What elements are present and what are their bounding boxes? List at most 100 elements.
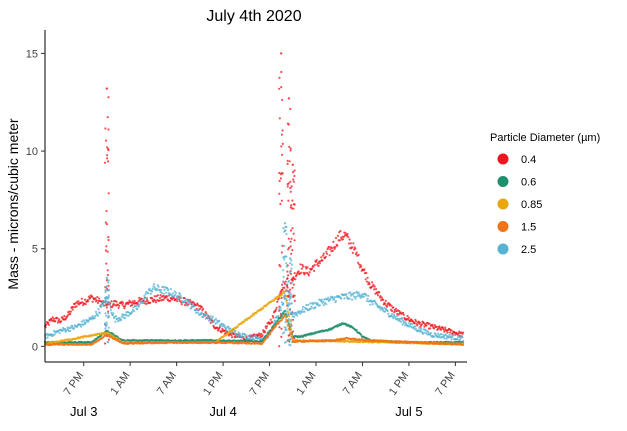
data-point — [242, 335, 245, 339]
data-point — [260, 332, 263, 336]
spike-point — [107, 238, 110, 242]
data-point — [314, 306, 317, 309]
spike-point — [278, 117, 281, 120]
data-point — [82, 319, 85, 322]
data-point — [100, 305, 103, 308]
spike-point — [105, 286, 108, 289]
data-point — [296, 314, 299, 317]
data-point — [58, 318, 61, 321]
series-2.5 — [43, 222, 465, 347]
data-point — [391, 309, 394, 313]
data-point — [169, 299, 172, 302]
data-point — [176, 300, 179, 303]
spike-point — [107, 310, 110, 313]
data-point — [349, 291, 352, 294]
data-point — [94, 310, 98, 313]
data-point — [409, 324, 412, 327]
spike-point — [283, 331, 286, 334]
data-point — [340, 297, 343, 300]
data-point — [418, 321, 421, 324]
spike-point — [279, 177, 282, 180]
data-point — [356, 261, 360, 264]
data-point — [227, 325, 230, 328]
spike-point — [292, 171, 295, 174]
data-point — [193, 305, 196, 308]
spike-point — [289, 262, 292, 265]
spike-point — [291, 318, 295, 321]
data-point — [285, 301, 289, 304]
data-point — [425, 324, 428, 327]
axes-layer: 0 5 10 15 7 PM 1 AM 7 AM 1 PM 7 PM 1 AM 7 AM 1 PM 7 … — [26, 30, 467, 419]
data-point — [223, 324, 226, 327]
spike-point — [280, 251, 283, 254]
data-point — [114, 320, 117, 323]
data-point — [263, 331, 267, 334]
data-point — [353, 295, 356, 298]
data-point — [372, 283, 375, 286]
data-point — [286, 307, 289, 310]
data-point — [413, 322, 416, 325]
data-point — [50, 317, 53, 320]
data-point — [374, 287, 378, 291]
data-point — [178, 292, 181, 295]
data-point — [211, 315, 214, 318]
data-point — [142, 301, 145, 304]
data-point — [215, 322, 218, 325]
spike-point — [287, 182, 290, 185]
data-point — [462, 343, 465, 346]
data-point — [322, 300, 325, 303]
spike-point — [284, 229, 287, 232]
data-point — [288, 329, 291, 332]
data-point — [444, 333, 447, 336]
spike-point — [290, 207, 293, 210]
data-point — [373, 288, 376, 291]
data-point — [53, 333, 56, 336]
spike-point — [290, 318, 293, 321]
data-point — [338, 239, 341, 242]
spike-point — [289, 147, 292, 150]
data-point — [286, 286, 289, 289]
data-point — [123, 305, 127, 308]
data-point — [334, 236, 338, 240]
data-point — [322, 304, 325, 307]
spike-point — [281, 142, 284, 145]
spike-point — [291, 249, 294, 252]
spike-point — [290, 252, 293, 255]
data-point — [54, 320, 57, 323]
data-point — [238, 332, 241, 335]
spike-point — [287, 291, 290, 294]
data-point — [271, 320, 274, 323]
spike-point — [290, 293, 293, 296]
spike-point — [287, 274, 290, 277]
data-point — [261, 334, 264, 337]
chart-title: July 4th 2020 — [206, 8, 301, 25]
x-tick-label: 7 AM — [341, 370, 365, 397]
data-point — [79, 323, 82, 326]
data-point — [313, 269, 316, 272]
spike-point — [286, 159, 289, 162]
spike-point — [280, 335, 283, 338]
data-point — [420, 327, 423, 330]
data-point — [149, 292, 152, 295]
data-point — [250, 334, 253, 337]
data-point — [72, 306, 75, 309]
data-point — [80, 297, 83, 300]
data-point — [151, 287, 154, 290]
data-point — [153, 295, 156, 298]
data-point — [265, 327, 268, 330]
data-point — [61, 316, 64, 319]
spike-point — [286, 162, 289, 165]
data-point — [91, 300, 94, 303]
spike-point — [292, 232, 295, 235]
data-point — [429, 327, 432, 330]
data-point — [315, 259, 318, 262]
spike-point — [287, 313, 290, 316]
data-point — [313, 263, 316, 267]
spike-point — [292, 178, 295, 181]
spike-point — [106, 341, 110, 344]
data-point — [354, 247, 357, 250]
data-point — [160, 291, 163, 294]
data-point — [308, 271, 311, 274]
data-point — [251, 315, 254, 318]
data-point — [237, 331, 240, 334]
